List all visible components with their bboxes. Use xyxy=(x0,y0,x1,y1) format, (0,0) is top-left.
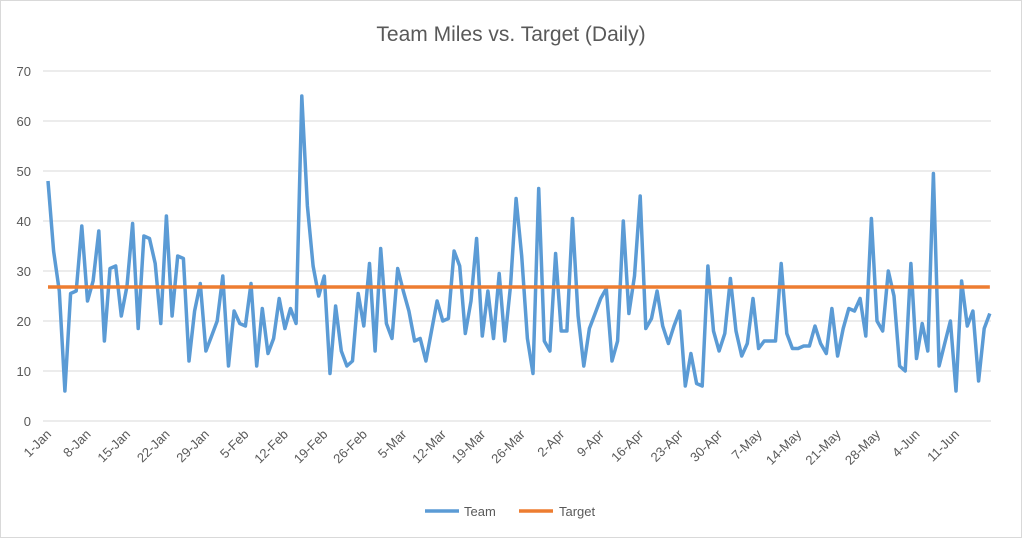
y-tick-label: 60 xyxy=(17,114,31,129)
x-tick-label: 26-Feb xyxy=(330,427,370,467)
legend-label-team: Team xyxy=(464,504,496,519)
gridlines xyxy=(43,71,991,421)
y-tick-label: 40 xyxy=(17,214,31,229)
x-tick-label: 11-Jun xyxy=(924,427,962,465)
y-tick-label: 10 xyxy=(17,364,31,379)
x-tick-label: 12-Mar xyxy=(409,426,449,466)
x-tick-label: 29-Jan xyxy=(173,427,212,466)
y-tick-label: 50 xyxy=(17,164,31,179)
x-tick-label: 5-Feb xyxy=(217,427,252,462)
series-line-team xyxy=(48,96,990,391)
x-tick-label: 26-Mar xyxy=(488,426,528,466)
x-tick-label: 1-Jan xyxy=(21,427,55,461)
x-tick-label: 19-Feb xyxy=(291,427,331,467)
x-tick-label: 12-Feb xyxy=(251,427,291,467)
y-tick-label: 70 xyxy=(17,64,31,79)
y-tick-label: 0 xyxy=(24,414,31,429)
x-tick-label: 19-Mar xyxy=(449,426,489,466)
x-tick-label: 22-Jan xyxy=(134,427,173,466)
x-tick-label: 4-Jun xyxy=(889,427,923,461)
x-tick-label: 9-Apr xyxy=(574,426,608,460)
legend: Team Target xyxy=(425,504,596,519)
x-tick-label: 21-May xyxy=(802,426,844,468)
x-tick-label: 2-Apr xyxy=(534,426,568,460)
x-tick-label: 30-Apr xyxy=(687,426,726,465)
x-tick-label: 15-Jan xyxy=(94,427,133,466)
y-tick-label: 20 xyxy=(17,314,31,329)
chart-title: Team Miles vs. Target (Daily) xyxy=(376,23,645,46)
y-axis-tick-labels: 0 10 20 30 40 50 60 70 xyxy=(17,64,31,429)
series-lines xyxy=(48,96,990,391)
x-tick-label: 7-May xyxy=(729,426,765,462)
x-tick-label: 16-Apr xyxy=(608,426,647,465)
x-tick-label: 28-May xyxy=(842,426,884,468)
legend-label-target: Target xyxy=(559,504,596,519)
x-tick-label: 8-Jan xyxy=(60,427,94,461)
x-tick-label: 5-Mar xyxy=(375,426,410,461)
x-tick-label: 23-Apr xyxy=(648,426,687,465)
x-tick-label: 14-May xyxy=(763,426,805,468)
y-tick-label: 30 xyxy=(17,264,31,279)
